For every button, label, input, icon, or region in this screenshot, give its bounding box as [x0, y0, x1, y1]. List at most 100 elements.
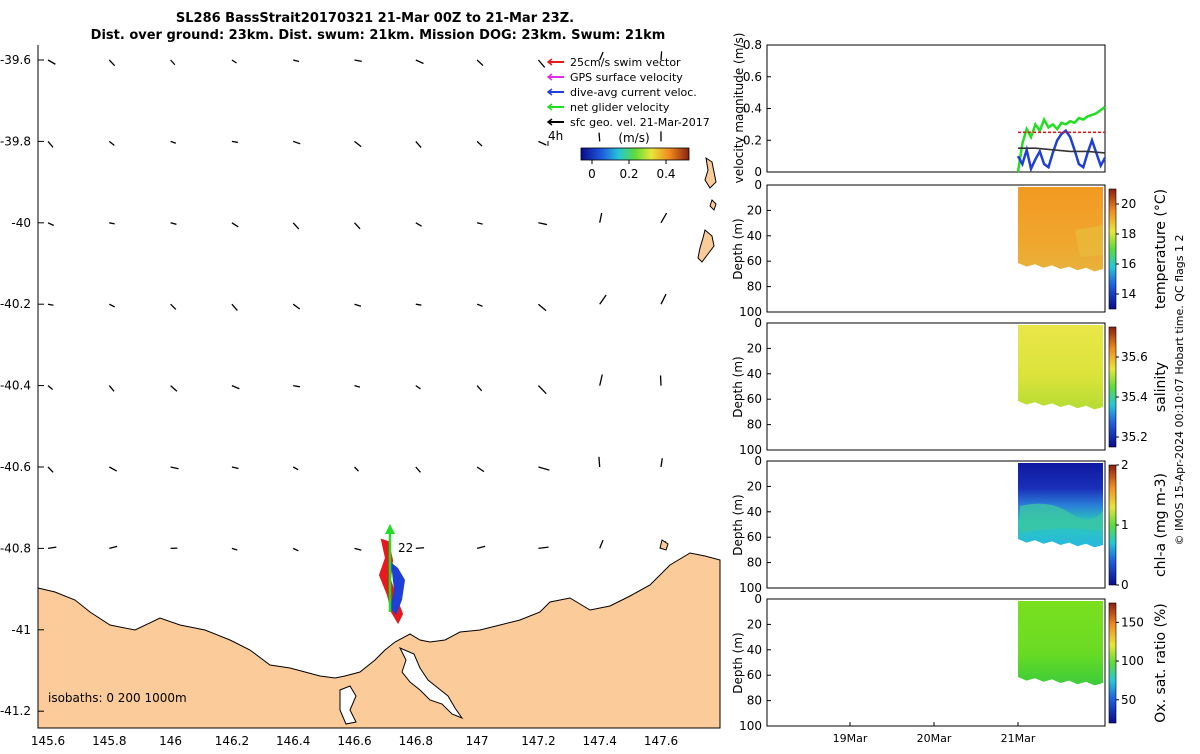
time-tick-label: 21Mar — [1001, 732, 1036, 745]
depth-tick-label: 60 — [747, 392, 762, 406]
depth-tick-label: 80 — [747, 694, 762, 708]
profile-ylabel: chl-a (mg m-3) — [1153, 473, 1169, 577]
profile-panel: 0 20 40 60 80 100 Depth (m) 150 100 50 Ox. sat. ra… — [731, 592, 1169, 733]
profile-data-band — [1075, 225, 1103, 257]
profile-colorbar-tick: 18 — [1121, 227, 1136, 241]
time-tick-label: 20Mar — [917, 732, 952, 745]
lon-tick-label: 147.4 — [583, 734, 617, 748]
surface-velocity-arrow — [599, 133, 600, 142]
profile-ylabel: temperature (°C) — [1153, 189, 1169, 309]
depth-ylabel: Depth (m) — [731, 356, 745, 417]
lat-tick-label: -41 — [11, 623, 31, 637]
lon-tick-label: 146.6 — [337, 734, 371, 748]
lat-tick-label: -40.2 — [0, 297, 31, 311]
profile-colorbar-tick: 100 — [1121, 654, 1144, 668]
profile-colorbar — [1109, 465, 1116, 585]
depth-tick-label: 40 — [747, 367, 762, 381]
lon-tick-label: 146.8 — [399, 734, 433, 748]
profile-colorbar-tick: 1 — [1121, 518, 1129, 532]
colorbar-unit: (m/s) — [618, 131, 649, 145]
depth-tick-label: 0 — [754, 178, 762, 192]
latitude-ticks: -39.6 -39.8 -40 -40.2 -40.4 -40.6 -40.8 -41 -41.… — [0, 53, 44, 718]
colorbar-tick-label: 0 — [588, 167, 596, 181]
velocity-ylabel: velocity magnitude (m/s) — [732, 33, 746, 184]
lon-tick-label: 146.4 — [276, 734, 310, 748]
depth-tick-label: 40 — [747, 643, 762, 657]
lat-tick-label: -40.6 — [0, 460, 31, 474]
profile-colorbar — [1109, 327, 1116, 447]
depth-ylabel: Depth (m) — [731, 494, 745, 555]
time-tick-label: 19Mar — [833, 732, 868, 745]
lat-tick-label: -40.4 — [0, 379, 31, 393]
profile-colorbar — [1109, 603, 1116, 723]
lon-tick-label: 146 — [159, 734, 182, 748]
legend-label: sfc geo. vel. 21-Mar-2017 — [570, 116, 710, 129]
profile-colorbar-tick: 16 — [1121, 257, 1136, 271]
glider-label: 22 — [398, 541, 413, 555]
legend-label: dive-avg current veloc. — [570, 86, 697, 99]
depth-tick-label: 0 — [754, 454, 762, 468]
profile-colorbar-tick: 35.4 — [1121, 390, 1148, 404]
depth-tick-label: 0 — [754, 316, 762, 330]
depth-tick-label: 20 — [747, 617, 762, 631]
depth-tick-label: 80 — [747, 280, 762, 294]
profile-colorbar-tick: 150 — [1121, 615, 1144, 629]
profile-colorbar-tick: 50 — [1121, 693, 1136, 707]
depth-tick-label: 40 — [747, 505, 762, 519]
profile-ylabel: salinity — [1153, 362, 1169, 412]
lat-tick-label: -39.6 — [0, 53, 31, 67]
lon-tick-label: 146.2 — [215, 734, 249, 748]
speed-colorbar — [581, 148, 689, 160]
depth-tick-label: 40 — [747, 229, 762, 243]
depth-ylabel: Depth (m) — [731, 218, 745, 279]
profile-colorbar-tick: 14 — [1121, 287, 1136, 301]
lon-tick-label: 147.6 — [644, 734, 678, 748]
credit-text: © IMOS 15-Apr-2024 00:10:07 Hobart time.… — [1173, 235, 1186, 546]
velocity-magnitude-panel: 00.20.40.60.8 velocity magnitude (m/s) — [732, 33, 1105, 184]
velocity-axes — [767, 45, 1105, 172]
depth-tick-label: 100 — [739, 719, 762, 733]
depth-tick-label: 80 — [747, 418, 762, 432]
surface-velocity-arrow — [599, 457, 600, 467]
profile-colorbar-tick: 35.6 — [1121, 350, 1148, 364]
lat-tick-label: -41.2 — [0, 704, 31, 718]
lon-tick-label: 147.2 — [521, 734, 555, 748]
lat-tick-label: -40.8 — [0, 541, 31, 555]
profile-colorbar-tick: 0 — [1121, 578, 1129, 592]
depth-tick-label: 60 — [747, 668, 762, 682]
profile-data — [1018, 325, 1103, 409]
title-line-1: SL286 BassStrait20170321 21-Mar 00Z to 2… — [176, 11, 574, 26]
depth-tick-label: 60 — [747, 254, 762, 268]
legend-label: 25cm/s swim vector — [570, 56, 681, 69]
isobaths-note: isobaths: 0 200 1000m — [48, 691, 187, 705]
lon-tick-label: 147 — [466, 734, 489, 748]
legend-label: net glider velocity — [570, 101, 670, 114]
profile-colorbar-tick: 2 — [1121, 458, 1129, 472]
depth-tick-label: 20 — [747, 341, 762, 355]
profile-colorbar — [1109, 189, 1116, 309]
vector-scale-label: 4h — [548, 129, 563, 143]
lat-tick-label: -40 — [11, 216, 31, 230]
profile-data — [1018, 601, 1103, 685]
profile-colorbar-tick: 35.2 — [1121, 430, 1148, 444]
profile-colorbar-tick: 20 — [1121, 197, 1136, 211]
depth-tick-label: 20 — [747, 479, 762, 493]
lat-tick-label: -39.8 — [0, 134, 31, 148]
map-panel: 22 -39.6-39.8-40-40.2-40.4-40.6-40.8-41-… — [0, 45, 720, 748]
profile-ylabel: Ox. sat. ratio (%) — [1153, 603, 1169, 722]
depth-tick-label: 0 — [754, 592, 762, 606]
colorbar-tick-label: 0.2 — [619, 167, 638, 181]
depth-tick-label: 20 — [747, 203, 762, 217]
surface-velocity-arrow — [416, 548, 424, 549]
legend-label: GPS surface velocity — [570, 71, 683, 84]
depth-ylabel: Depth (m) — [731, 632, 745, 693]
depth-tick-label: 80 — [747, 556, 762, 570]
lon-tick-label: 145.8 — [92, 734, 126, 748]
colorbar-tick-label: 0.4 — [656, 167, 675, 181]
